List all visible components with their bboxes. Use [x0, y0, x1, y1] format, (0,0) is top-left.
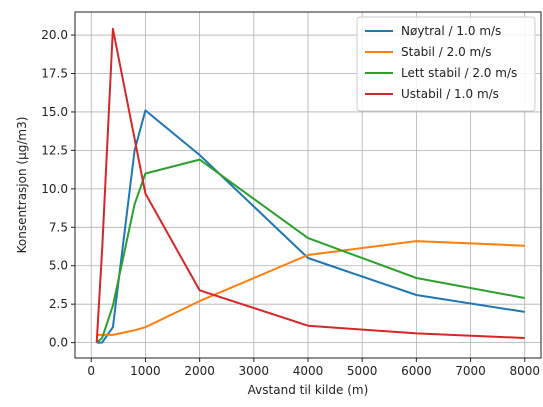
x-tick-label: 6000 — [401, 364, 432, 378]
legend-label: Lett stabil / 2.0 m/s — [401, 66, 517, 80]
series-line-1 — [96, 240, 525, 336]
y-tick-label: 17.5 — [41, 67, 68, 81]
legend-label: Ustabil / 1.0 m/s — [401, 87, 499, 101]
series-line-0 — [96, 109, 525, 344]
x-tick-label: 5000 — [347, 364, 378, 378]
y-tick-label: 15.0 — [41, 105, 68, 119]
series-line-2 — [96, 158, 525, 344]
y-tick-label: 20.0 — [41, 28, 68, 42]
x-tick-label: 0 — [87, 364, 95, 378]
y-tick-label: 2.5 — [49, 297, 68, 311]
series-line-3 — [95, 27, 525, 343]
legend: Nøytral / 1.0 m/s Stabil / 2.0 m/s Lett st… — [356, 16, 536, 112]
x-tick-label: 4000 — [293, 364, 324, 378]
y-tick-label: 12.5 — [41, 143, 68, 157]
legend-box — [356, 16, 536, 112]
y-tick-label: 5.0 — [49, 259, 68, 273]
axis-ticks: 0 1000 2000 3000 4000 5000 6000 7000 8000 0.0 2.5 5… — [41, 28, 540, 378]
x-axis-label: Avstand til kilde (m) — [248, 383, 369, 397]
y-axis-label: Konsentrasjon (µg/m3) — [15, 117, 29, 254]
x-tick-label: 1000 — [130, 364, 161, 378]
legend-label: Stabil / 2.0 m/s — [401, 45, 492, 59]
y-tick-label: 7.5 — [49, 220, 68, 234]
y-tick-label: 10.0 — [41, 182, 68, 196]
x-tick-label: 3000 — [239, 364, 270, 378]
x-tick-label: 7000 — [455, 364, 486, 378]
x-tick-label: 8000 — [509, 364, 540, 378]
x-tick-label: 2000 — [184, 364, 215, 378]
y-tick-label: 0.0 — [49, 336, 68, 350]
legend-label: Nøytral / 1.0 m/s — [401, 24, 501, 38]
series-lines — [95, 27, 525, 344]
